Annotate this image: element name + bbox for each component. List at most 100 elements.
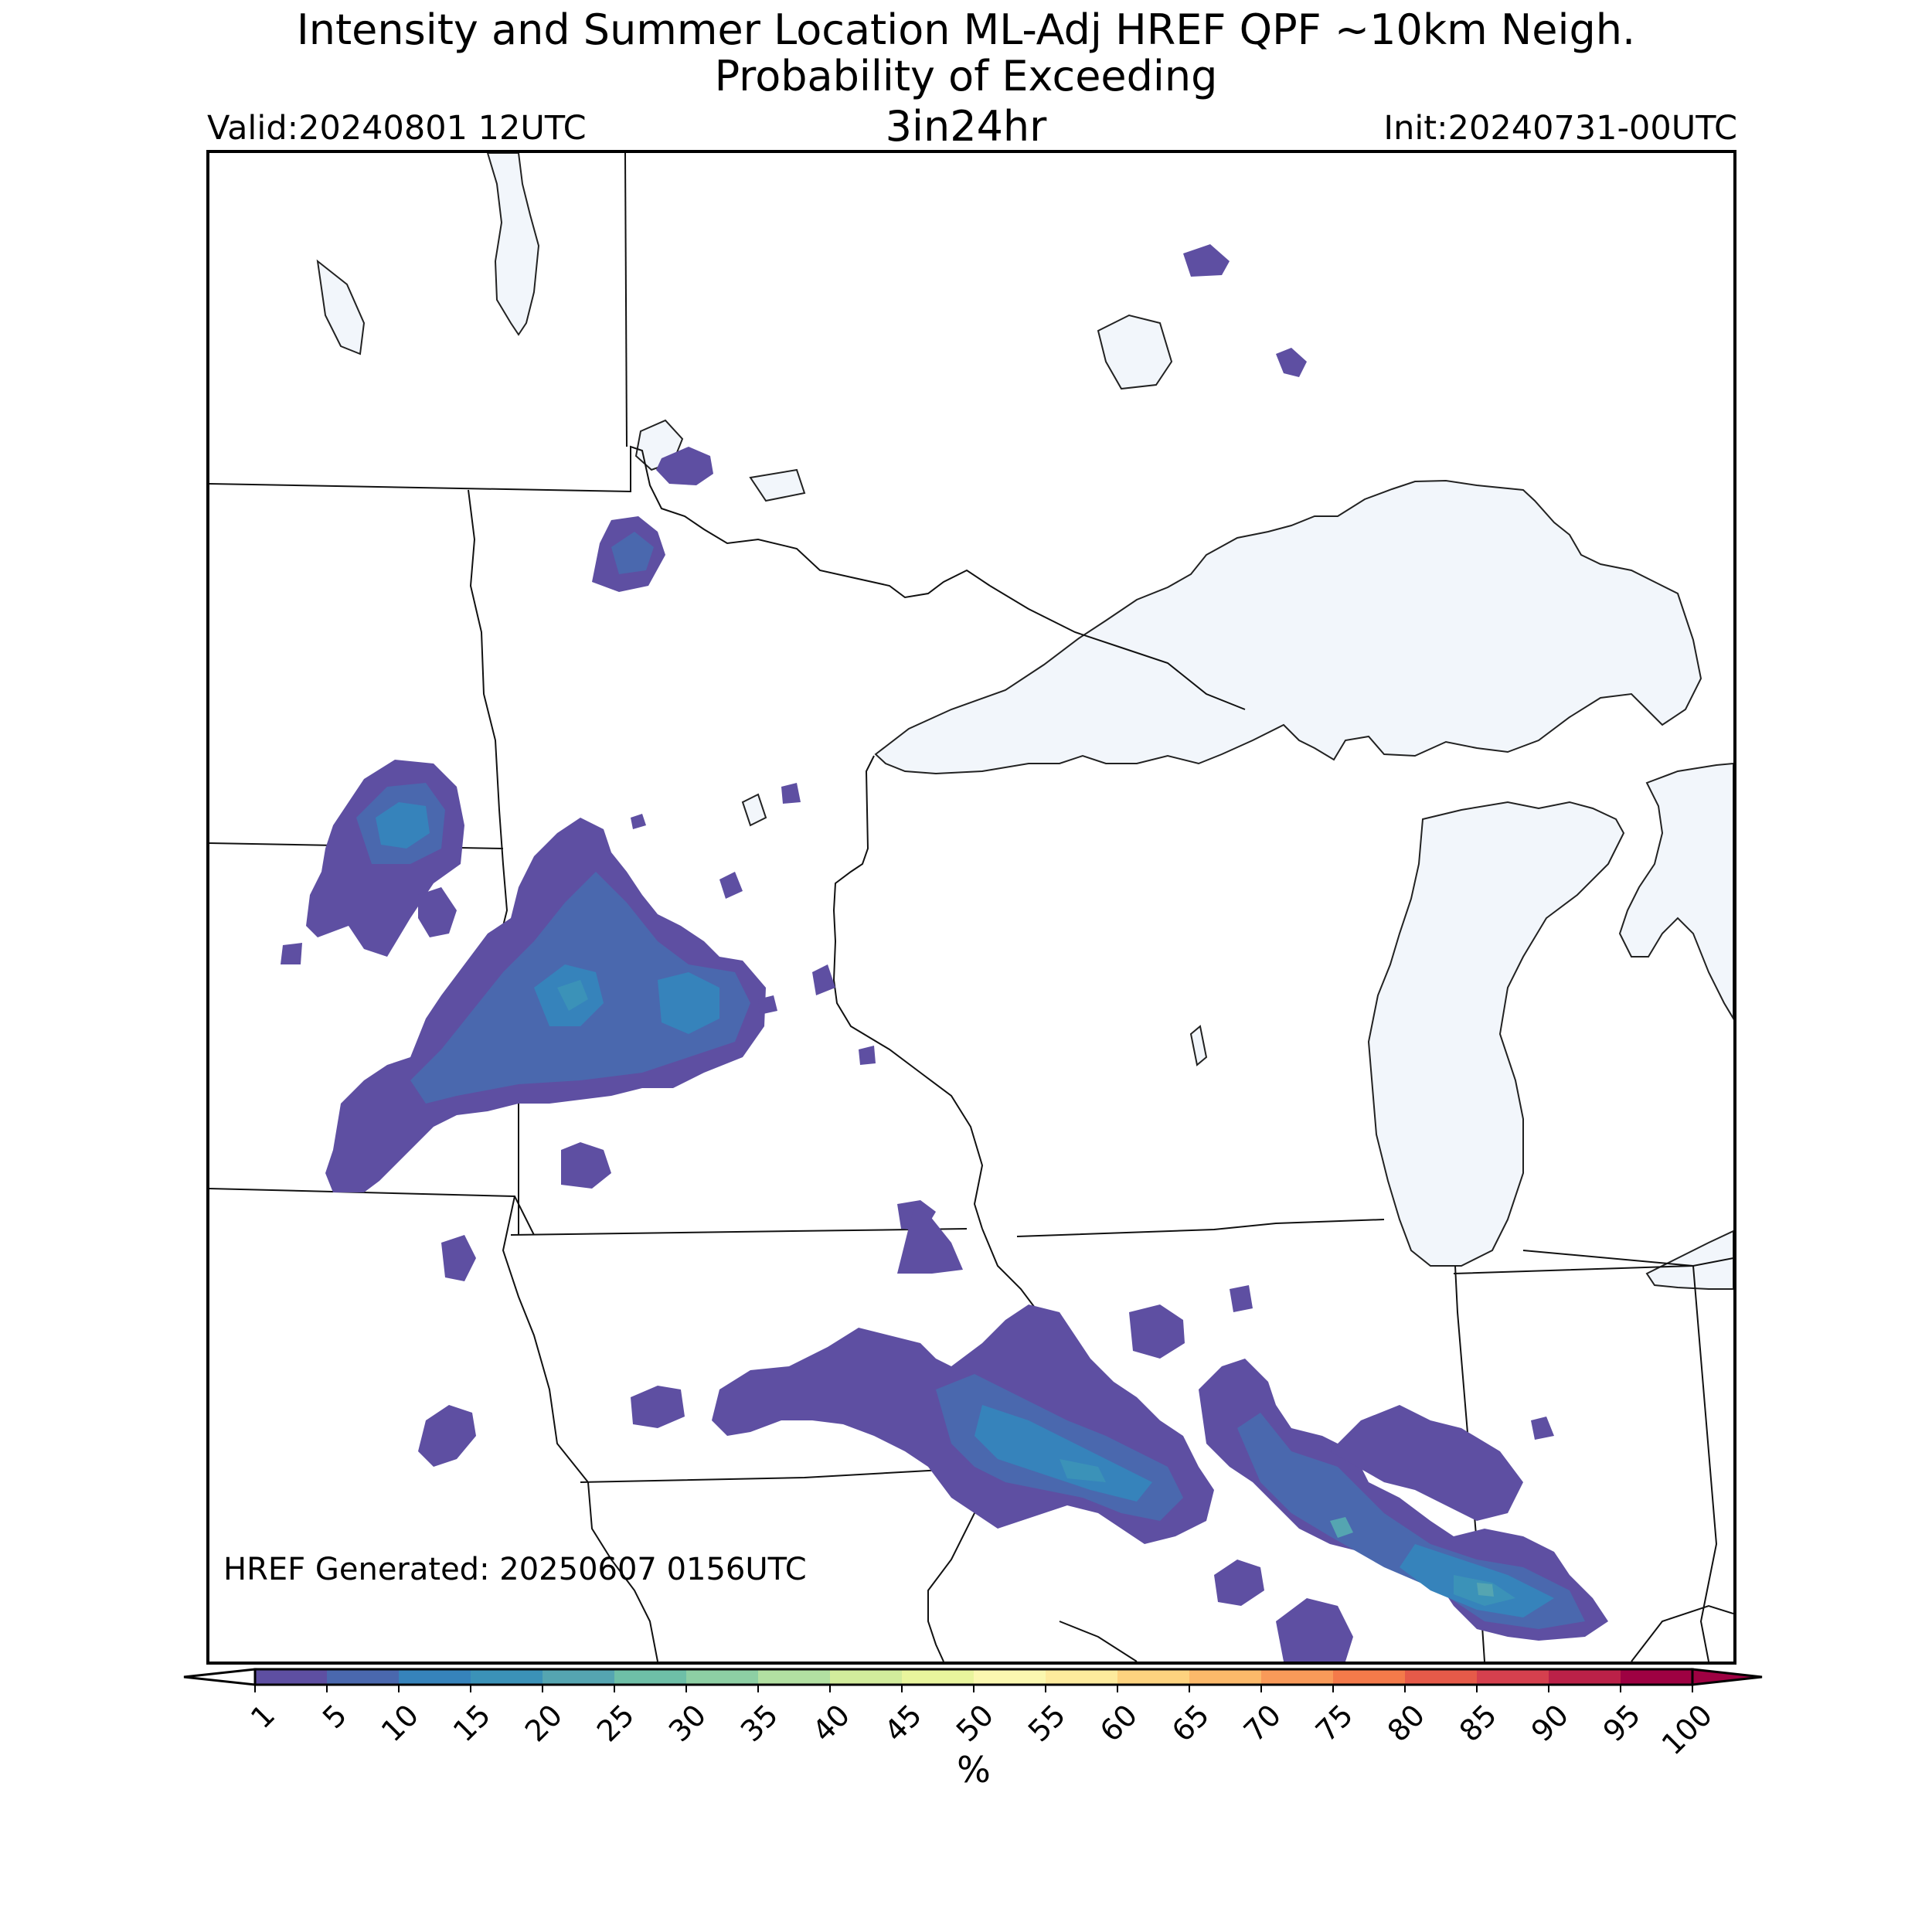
prob-area-ia-wi-core	[975, 1405, 1152, 1502]
colorbar-tick-label: 45	[878, 1698, 928, 1748]
lake-winnipeg-arm	[486, 153, 540, 336]
colorbar-bin	[543, 1669, 615, 1685]
probability-shading	[281, 244, 1608, 1662]
colorbar-tick-label: 15	[447, 1698, 497, 1748]
water-bodies	[316, 153, 1733, 1290]
mn-ia-border	[510, 1228, 968, 1236]
lake-winnebago	[1189, 1025, 1208, 1066]
prob-area-north-mn-mid	[611, 532, 654, 574]
prob-area-north-mn-3	[1183, 244, 1230, 277]
colorbar-bin	[327, 1669, 400, 1685]
colorbar-tick-label: 75	[1309, 1698, 1359, 1748]
colorbar-bins	[255, 1669, 1693, 1685]
lake-superior	[874, 479, 1702, 775]
colorbar-tick-label: 10	[375, 1698, 425, 1748]
colorbar: 1 5 10 15 20 25 30 35 40 45 50 55 60 65 70 75 80 85 90 95 10…	[183, 1668, 1763, 1761]
mn-wi-border	[832, 755, 984, 1230]
prob-area-nd-core	[376, 802, 430, 849]
colorbar-bin	[1189, 1669, 1262, 1685]
prob-area-il-max	[1330, 1517, 1353, 1538]
chart-subtitle: Probability of Exceeding	[714, 52, 1218, 100]
href-generated-label: HREF Generated: 20250607 0156UTC	[223, 1552, 807, 1587]
prob-area-mn-small-5	[859, 1046, 876, 1065]
prob-area-il-band-north	[1330, 1405, 1523, 1521]
colorbar-tick-label: 100	[1655, 1698, 1719, 1761]
colorbar-tick-label: 35	[734, 1698, 784, 1748]
colorbar-tick-label: 55	[1022, 1698, 1072, 1748]
prob-area-north-mn-1	[656, 447, 713, 485]
prob-area-mn-peak	[557, 980, 588, 1011]
colorbar-tick-label: 50	[950, 1698, 1000, 1748]
prob-area-nd-se-2	[418, 887, 457, 937]
colorbar-tick-label: 60	[1094, 1698, 1144, 1748]
prob-area-sd-sw	[418, 1405, 476, 1467]
colorbar-tick-label: 90	[1525, 1698, 1575, 1748]
canada-us-border	[209, 445, 991, 599]
colorbar-tick-label: 65	[1165, 1698, 1216, 1748]
colorbar-bin	[1117, 1669, 1190, 1685]
colorbar-unit-label: %	[957, 1749, 991, 1791]
map-canvas	[209, 153, 1733, 1662]
colorbar-bin	[1621, 1669, 1693, 1685]
colorbar-under-arrow	[183, 1668, 257, 1686]
init-time-label: Init:20240731-00UTC	[1383, 109, 1737, 148]
prob-class-20	[1330, 1517, 1494, 1597]
colorbar-bin	[1046, 1669, 1118, 1685]
colorbar-bin	[399, 1669, 471, 1685]
colorbar-tick-label: 30	[662, 1698, 713, 1748]
colorbar-bin	[1549, 1669, 1621, 1685]
prob-area-mn-small-3	[719, 872, 743, 899]
red-lake	[749, 468, 806, 502]
colorbar-bin	[1477, 1669, 1549, 1685]
prob-area-il-south-cell-2	[1276, 1598, 1353, 1662]
colorbar-tick-label: 20	[519, 1698, 569, 1748]
colorbar-tick-label: 80	[1381, 1698, 1431, 1748]
colorbar-bin	[1333, 1669, 1406, 1685]
in-oh-border	[1453, 1264, 1718, 1662]
colorbar-bin	[471, 1669, 543, 1685]
manitoba-ontario-border	[624, 153, 628, 447]
prob-area-mn-small-1	[781, 783, 801, 804]
colorbar-bin	[1261, 1669, 1334, 1685]
prob-area-mn-small-2	[631, 814, 646, 829]
colorbar-tick-label: 85	[1453, 1698, 1503, 1748]
ohio-river	[1631, 1604, 1733, 1662]
sd-ia-border	[502, 1196, 658, 1662]
colorbar-tick-label: 70	[1237, 1698, 1287, 1748]
prob-area-ia-peak	[1060, 1459, 1106, 1482]
mille-lacs	[741, 793, 767, 827]
mississippi-river-south	[1059, 1621, 1138, 1662]
colorbar-tick-label: 95	[1597, 1698, 1647, 1748]
colorbar-bin	[686, 1669, 759, 1685]
prob-area-il-south-cell	[1214, 1560, 1264, 1606]
probability-map: HREF Generated: 20250607 0156UTC	[206, 150, 1736, 1665]
colorbar-tick-label: 25	[590, 1698, 641, 1748]
prob-area-ia-triangle	[897, 1204, 963, 1274]
prob-area-ontario-cell	[1276, 348, 1307, 377]
prob-area-in-cell	[1531, 1417, 1554, 1440]
lake-manitoba	[316, 259, 366, 355]
lake-michigan	[1367, 801, 1625, 1267]
lake-erie-edge	[1645, 1230, 1733, 1290]
valid-time-label: Valid:20240801 12UTC	[207, 109, 587, 148]
colorbar-tick-label: 40	[806, 1698, 856, 1748]
colorbar-tick-label: 5	[316, 1698, 353, 1735]
colorbar-bin	[974, 1669, 1046, 1685]
prob-area-mn-core-2	[658, 972, 719, 1034]
threshold-label: 3in24hr	[885, 102, 1047, 151]
prob-area-mn-small-4	[758, 995, 777, 1015]
prob-area-ia-cell	[561, 1142, 611, 1189]
prob-area-wi-small	[812, 964, 835, 995]
prob-area-wi-cells	[1129, 1304, 1185, 1359]
colorbar-bin	[614, 1669, 687, 1685]
prob-area-wi-cells-2	[1230, 1285, 1253, 1312]
lake-huron	[1618, 762, 1733, 1020]
prob-area-iowa-band-west	[631, 1386, 685, 1428]
colorbar-bin	[758, 1669, 831, 1685]
prob-area-il-max-2	[1477, 1583, 1494, 1597]
colorbar-over-arrow	[1691, 1668, 1763, 1686]
colorbar-tick-label: 1	[244, 1698, 281, 1735]
mi-wi-border	[989, 585, 1246, 710]
prob-area-sd-cell	[281, 943, 302, 964]
mi-oh-border	[1522, 1250, 1733, 1267]
